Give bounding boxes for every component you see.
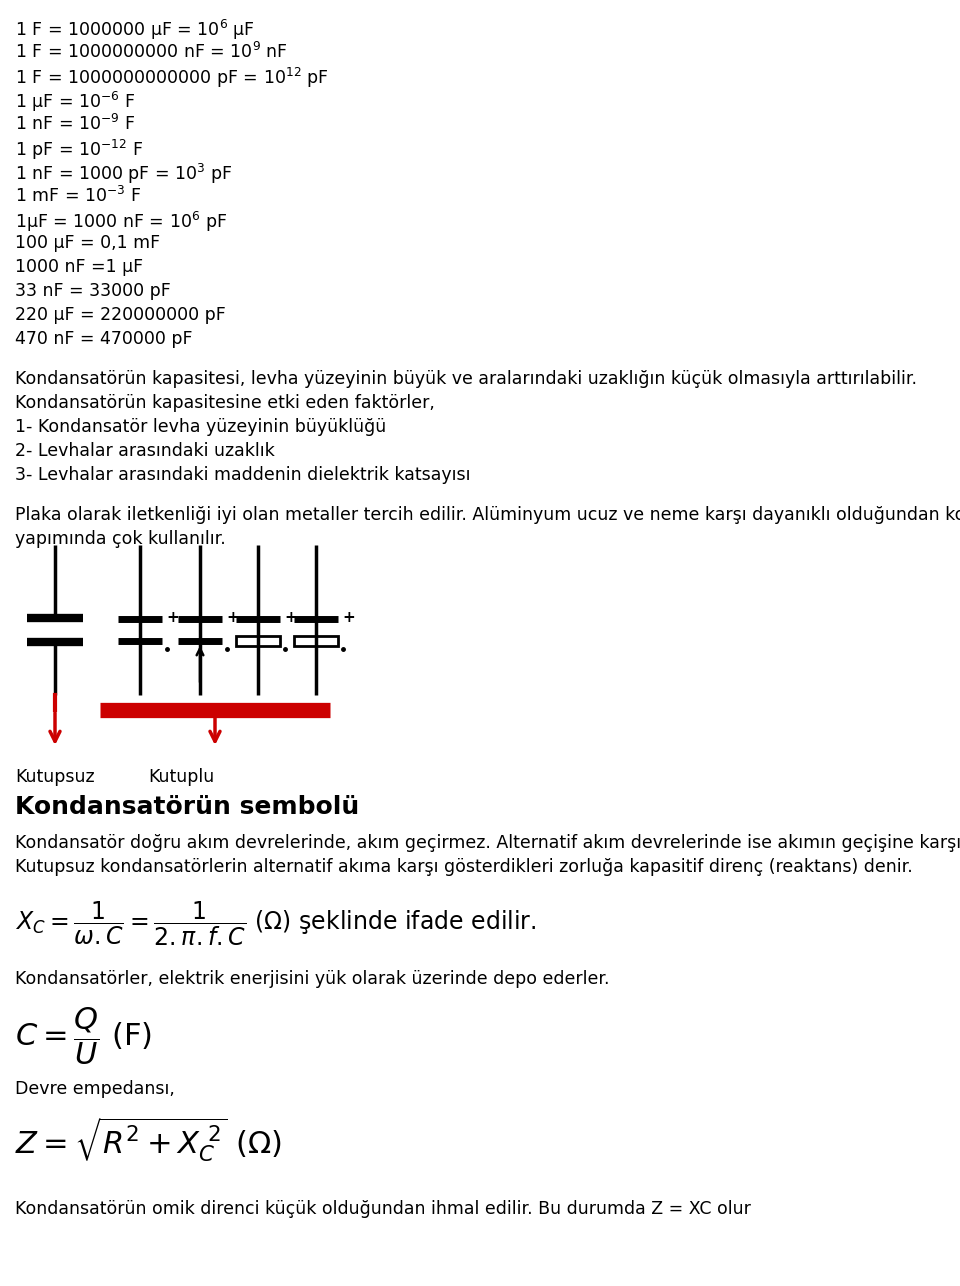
Text: +: + [166,610,179,625]
Text: $X_C = \dfrac{1}{\omega.C} = \dfrac{1}{2.\pi.f.C}$ (Ω) şeklinde ifade edilir.: $X_C = \dfrac{1}{\omega.C} = \dfrac{1}{2… [15,900,537,948]
Text: 3- Levhalar arasındaki maddenin dielektrik katsayısı: 3- Levhalar arasındaki maddenin dielektr… [15,466,470,484]
Text: Kutuplu: Kutuplu [148,768,214,786]
Text: +: + [284,610,297,625]
Text: 1 nF = 10$^{-9}$ F: 1 nF = 10$^{-9}$ F [15,114,135,134]
Text: $Z = \sqrt{R^2 + X_C^{\ 2}}$ (Ω): $Z = \sqrt{R^2 + X_C^{\ 2}}$ (Ω) [15,1115,282,1164]
Text: +: + [226,610,239,625]
Text: 1 μF = 10$^{-6}$ F: 1 μF = 10$^{-6}$ F [15,90,135,114]
Text: 470 nF = 470000 pF: 470 nF = 470000 pF [15,331,193,349]
Text: 2- Levhalar arasındaki uzaklık: 2- Levhalar arasındaki uzaklık [15,442,275,460]
Text: 1 mF = 10$^{-3}$ F: 1 mF = 10$^{-3}$ F [15,186,141,206]
Text: 1 nF = 1000 pF = 10$^3$ pF: 1 nF = 1000 pF = 10$^3$ pF [15,162,232,186]
Text: Kutupsuz: Kutupsuz [15,768,95,786]
Text: $C = \dfrac{Q}{U}$ (F): $C = \dfrac{Q}{U}$ (F) [15,1004,152,1066]
Bar [236,637,280,646]
Text: Kutupsuz kondansatörlerin alternatif akıma karşı gösterdikleri zorluğa kapasitif: Kutupsuz kondansatörlerin alternatif akı… [15,858,913,876]
Text: Kondansatörün sembolü: Kondansatörün sembolü [15,795,359,819]
Text: Kondansatörler, elektrik enerjisini yük olarak üzerinde depo ederler.: Kondansatörler, elektrik enerjisini yük … [15,970,610,988]
Text: 1 F = 1000000000 nF = 10$^9$ nF: 1 F = 1000000000 nF = 10$^9$ nF [15,42,288,62]
Text: Kondansatörün omik direnci küçük olduğundan ihmal edilir. Bu durumda Z = XC olur: Kondansatörün omik direnci küçük olduğun… [15,1200,751,1218]
Text: +: + [342,610,355,625]
Text: Kondansatörün kapasitesine etki eden faktörler,: Kondansatörün kapasitesine etki eden fak… [15,394,435,412]
Text: 1μF = 1000 nF = 10$^6$ pF: 1μF = 1000 nF = 10$^6$ pF [15,210,228,234]
Text: 1 F = 1000000 μF = 10$^6$ μF: 1 F = 1000000 μF = 10$^6$ μF [15,18,254,42]
Text: Plaka olarak iletkenliği iyi olan metaller tercih edilir. Alüminyum ucuz ve neme: Plaka olarak iletkenliği iyi olan metall… [15,505,960,523]
Text: 1- Kondansatör levha yüzeyinin büyüklüğü: 1- Kondansatör levha yüzeyinin büyüklüğü [15,418,386,436]
Text: 100 μF = 0,1 mF: 100 μF = 0,1 mF [15,234,160,252]
Text: Kondansatörün kapasitesi, levha yüzeyinin büyük ve aralarındaki uzaklığın küçük : Kondansatörün kapasitesi, levha yüzeyini… [15,370,917,388]
Text: 33 nF = 33000 pF: 33 nF = 33000 pF [15,282,171,300]
Text: Kondansatör doğru akım devrelerinde, akım geçirmez. Alternatif akım devrelerinde: Kondansatör doğru akım devrelerinde, akı… [15,835,960,853]
Text: Devre empedansı,: Devre empedansı, [15,1080,175,1098]
Text: 1000 nF =1 μF: 1000 nF =1 μF [15,258,143,276]
Text: 220 μF = 220000000 pF: 220 μF = 220000000 pF [15,306,226,324]
Bar [294,637,338,646]
Text: 1 pF = 10$^{-12}$ F: 1 pF = 10$^{-12}$ F [15,138,143,162]
Text: 1 F = 1000000000000 pF = 10$^{12}$ pF: 1 F = 1000000000000 pF = 10$^{12}$ pF [15,66,329,90]
Text: yapımında çok kullanılır.: yapımında çok kullanılır. [15,530,226,548]
